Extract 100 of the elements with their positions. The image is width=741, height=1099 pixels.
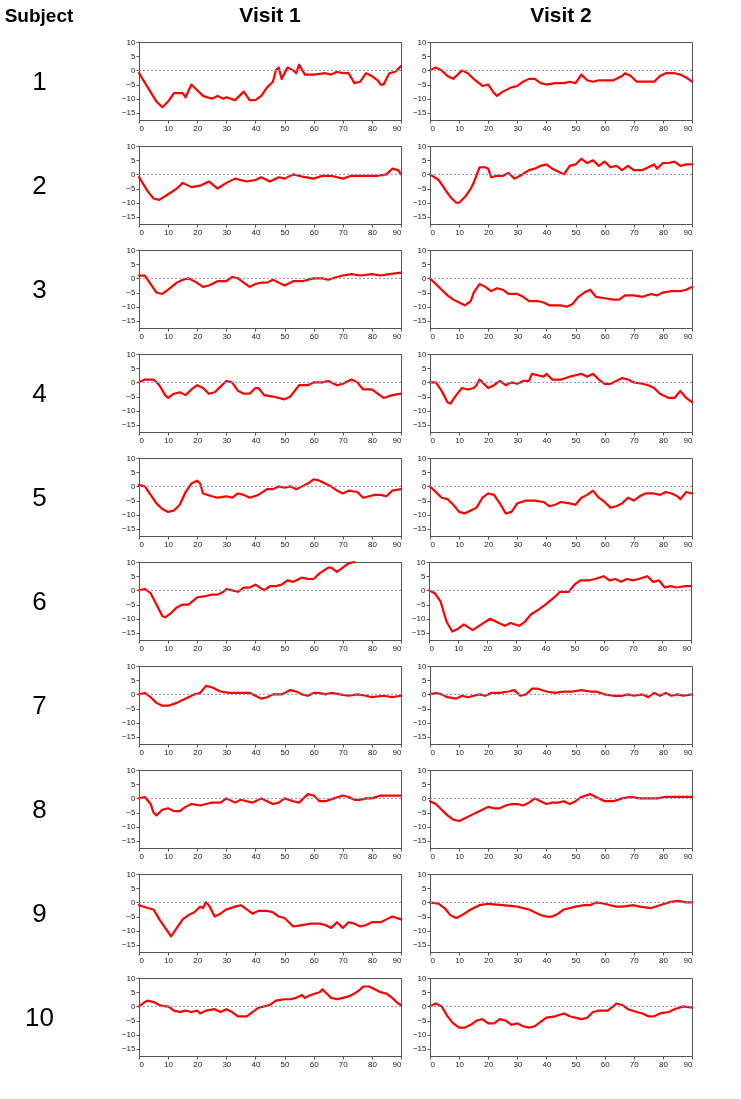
x-tick-label: 0	[139, 435, 145, 445]
x-tick-label: 70	[338, 227, 349, 237]
x-tick-label: 30	[513, 123, 523, 133]
x-tick-label: 50	[571, 747, 582, 757]
y-tick-label: −15	[121, 420, 137, 430]
x-tick-label: 60	[309, 747, 320, 757]
x-tick-label: 30	[513, 851, 523, 861]
x-tick-label: 0	[139, 123, 145, 133]
x-tick-label: 90	[392, 643, 403, 653]
x-tick-label: 0	[430, 435, 436, 445]
y-tick-label: −10	[412, 406, 428, 416]
x-tick-label: 70	[629, 539, 640, 549]
x-tick-label: 90	[683, 747, 694, 757]
x-tick-label: 80	[658, 123, 669, 133]
x-tick-label: 60	[309, 1059, 320, 1069]
y-tick-label: 10	[126, 557, 137, 567]
y-tick-label: 10	[126, 973, 137, 983]
y-tick-label: −15	[121, 732, 137, 742]
x-tick-label: 70	[629, 331, 640, 341]
y-tick-label: 10	[417, 869, 428, 879]
x-tick-label: 60	[309, 955, 320, 965]
y-axis-title: 2	[32, 169, 47, 200]
y-tick-label: −15	[121, 1044, 137, 1054]
y-tick-label: 5	[131, 883, 137, 893]
x-tick-label: 80	[658, 331, 669, 341]
y-axis-title: 7	[32, 689, 47, 720]
x-tick-label: 20	[484, 435, 494, 445]
x-tick-label: 0	[139, 331, 145, 341]
y-tick-label: 0	[422, 169, 428, 179]
x-tick-label: 60	[600, 123, 611, 133]
x-tick-label: 40	[251, 123, 261, 133]
x-tick-label: 40	[251, 643, 261, 653]
x-tick-label: 90	[683, 1059, 694, 1069]
y-tick-label: −5	[417, 704, 428, 714]
x-tick-label: 20	[484, 227, 494, 237]
x-tick-label: 0	[139, 955, 145, 965]
x-tick-label: 70	[629, 851, 640, 861]
y-tick-label: 0	[131, 65, 137, 75]
y-axis-title: 4	[32, 377, 47, 408]
x-tick-label: 40	[542, 123, 552, 133]
x-tick-label: 50	[280, 227, 291, 237]
x-tick-label: 90	[392, 747, 403, 757]
y-tick-label: 0	[422, 481, 428, 491]
x-tick-label: 50	[571, 435, 582, 445]
y-tick-label: 0	[422, 793, 428, 803]
y-tick-label: −5	[126, 808, 137, 818]
y-tick-label: 0	[131, 273, 137, 283]
y-tick-label: −15	[121, 940, 137, 950]
y-tick-label: −15	[412, 836, 428, 846]
x-tick-label: 80	[658, 747, 669, 757]
x-tick-label: 60	[309, 643, 320, 653]
x-tick-label: 50	[280, 331, 291, 341]
x-tick-label: 20	[484, 851, 494, 861]
x-tick-label: 40	[251, 747, 261, 757]
x-tick-label: 40	[542, 747, 552, 757]
x-tick-label: 40	[251, 1059, 261, 1069]
x-tick-label: 90	[392, 435, 403, 445]
x-tick-label: 80	[367, 435, 378, 445]
x-tick-label: 60	[309, 851, 320, 861]
x-tick-label: 30	[222, 331, 232, 341]
y-tick-label: 5	[421, 571, 427, 581]
y-tick-label: 5	[131, 779, 137, 789]
x-tick-label: 30	[222, 435, 232, 445]
y-tick-label: 5	[422, 259, 428, 269]
x-tick-label: 60	[600, 851, 611, 861]
y-tick-label: −10	[121, 406, 137, 416]
y-tick-label: −5	[416, 600, 427, 610]
x-tick-label: 80	[367, 539, 378, 549]
x-tick-label: 10	[455, 435, 465, 445]
y-axis-title: 10	[25, 1001, 54, 1032]
y-tick-label: −5	[417, 808, 428, 818]
x-tick-label: 20	[193, 1059, 203, 1069]
y-tick-label: −10	[121, 302, 137, 312]
x-tick-label: 0	[139, 851, 145, 861]
x-tick-label: 30	[222, 747, 232, 757]
x-tick-label: 30	[513, 539, 523, 549]
y-tick-label: −5	[417, 80, 428, 90]
y-tick-label: −10	[411, 614, 427, 624]
y-tick-label: −15	[412, 732, 428, 742]
x-tick-label: 70	[338, 123, 349, 133]
x-tick-label: 90	[683, 123, 694, 133]
y-tick-label: 0	[131, 689, 137, 699]
y-tick-label: 5	[422, 883, 428, 893]
x-tick-label: 70	[338, 747, 349, 757]
y-tick-label: 5	[422, 363, 428, 373]
chart-title: Visit 2	[530, 3, 592, 26]
x-tick-label: 0	[430, 747, 436, 757]
y-tick-label: −10	[412, 302, 428, 312]
y-tick-label: 0	[422, 897, 428, 907]
x-tick-label: 0	[430, 331, 436, 341]
x-tick-label: 10	[455, 1059, 465, 1069]
x-tick-label: 90	[392, 331, 403, 341]
y-tick-label: −10	[121, 926, 137, 936]
x-tick-label: 40	[542, 227, 552, 237]
x-tick-label: 60	[600, 331, 611, 341]
y-tick-label: −5	[126, 184, 137, 194]
x-tick-label: 80	[658, 851, 669, 861]
y-tick-label: −5	[417, 912, 428, 922]
x-tick-label: 90	[682, 643, 693, 653]
x-tick-label: 0	[430, 851, 436, 861]
